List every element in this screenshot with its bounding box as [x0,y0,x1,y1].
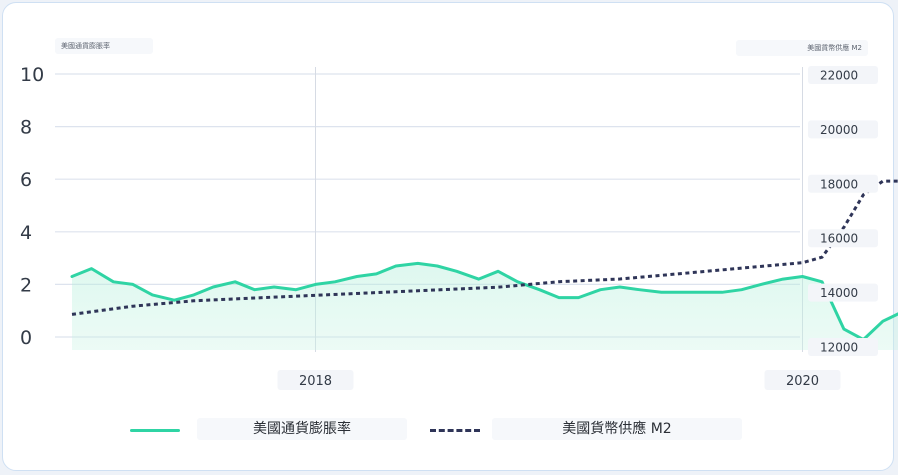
m2-line [71,179,898,316]
right-tick-label: 12000 [820,341,858,355]
left-tick-label: 6 [20,169,32,191]
inflation-area [72,263,898,350]
right-tick-label: 16000 [820,232,858,246]
right-tick-bg [808,283,878,302]
right-tick-label: 20000 [820,123,858,137]
legend-label-m2: 美國貨幣供應 M2 [492,418,742,440]
legend-item-inflation[interactable]: 美國通貨膨脹率 [130,415,420,445]
right-tick-label: 22000 [820,69,858,83]
left-axis-title: 美國通貨膨脹率 [55,38,153,54]
right-tick-bg [808,338,878,356]
x-tick-label: 2020 [786,374,819,389]
right-tick-label: 14000 [820,286,858,300]
x-tick-bg [277,370,354,390]
right-tick-bg [808,174,878,193]
right-tick-bg [808,229,878,248]
legend-label-inflation: 美國通貨膨脹率 [197,418,407,440]
left-tick-label: 2 [20,274,32,296]
right-axis-title: 美國貨幣供應 M2 [736,40,868,56]
left-tick-label: 8 [20,117,32,139]
x-tick-bg [764,370,841,390]
left-tick-label: 0 [20,327,32,349]
legend-swatch-m2 [430,429,480,432]
left-tick-label: 10 [20,64,44,86]
legend-swatch-inflation [130,429,180,432]
left-tick-label: 4 [20,222,32,244]
legend: 美國通貨膨脹率 美國貨幣供應 M2 [0,415,898,445]
legend-item-m2[interactable]: 美國貨幣供應 M2 [430,415,750,445]
right-tick-bg [808,66,878,84]
x-tick-label: 2018 [299,374,332,389]
right-tick-bg [808,120,878,139]
inflation-line [70,261,898,342]
right-tick-label: 18000 [820,177,858,191]
